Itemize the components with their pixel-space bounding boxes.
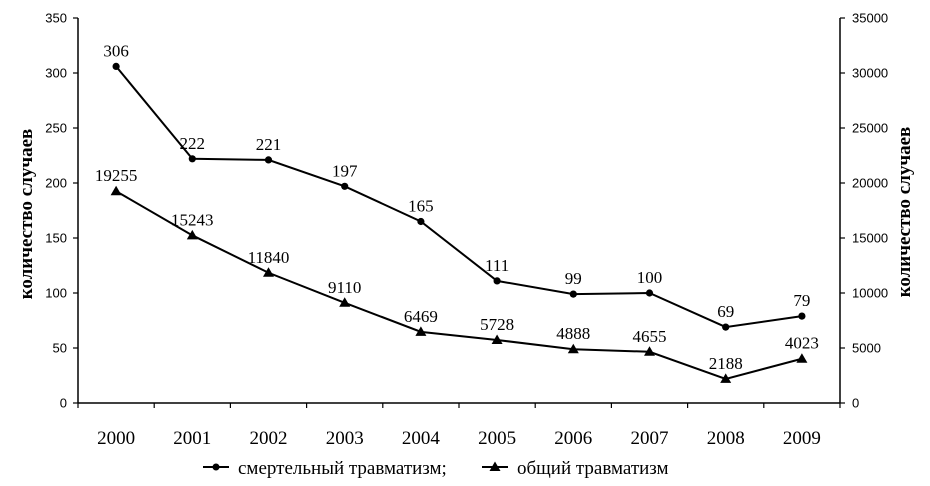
data-label: 197 xyxy=(332,161,358,180)
right-axis-ticks: 0 5000 10000 15000 20000 25000 30000 35000 xyxy=(840,11,888,411)
series-total: 19255 15243 11840 9110 6469 5728 4888 4655 2188 4… xyxy=(95,166,819,383)
left-tick-label: 350 xyxy=(45,11,67,26)
data-label: 69 xyxy=(717,302,734,321)
data-point xyxy=(186,229,198,240)
data-label: 99 xyxy=(565,269,582,288)
right-tick-label: 15000 xyxy=(852,231,888,246)
legend: смертельный травматизм; общий травматизм xyxy=(203,458,669,479)
x-tick-label: 2000 xyxy=(97,428,135,449)
data-point xyxy=(415,326,427,336)
data-point xyxy=(341,182,349,190)
x-tick-label: 2008 xyxy=(707,428,745,449)
data-point xyxy=(264,156,273,164)
right-tick-label: 30000 xyxy=(852,66,888,81)
left-tick-label: 50 xyxy=(53,341,67,356)
data-label: 306 xyxy=(103,41,129,60)
data-label: 221 xyxy=(256,135,282,154)
right-tick-label: 35000 xyxy=(852,11,888,26)
data-label: 165 xyxy=(408,197,434,216)
series-line xyxy=(115,190,803,380)
legend-marker-fatal xyxy=(212,463,220,471)
x-tick-label: 2003 xyxy=(326,428,364,449)
data-label: 15243 xyxy=(171,210,214,229)
data-label: 11840 xyxy=(248,248,290,267)
data-point xyxy=(644,346,655,356)
x-tick-label: 2005 xyxy=(478,428,516,449)
x-tick-label: 2001 xyxy=(173,428,211,449)
left-tick-label: 200 xyxy=(45,176,67,191)
right-tick-label: 5000 xyxy=(852,341,881,356)
left-tick-label: 300 xyxy=(45,66,67,81)
right-axis-label: количество случаев xyxy=(894,127,915,298)
data-point xyxy=(339,297,351,307)
x-tick-label: 2006 xyxy=(554,428,592,449)
left-tick-label: 0 xyxy=(60,396,67,411)
x-tick-label: 2002 xyxy=(250,428,288,449)
data-label: 111 xyxy=(485,256,509,275)
x-tick-label: 2004 xyxy=(402,428,441,449)
data-point xyxy=(188,155,196,163)
data-label: 100 xyxy=(637,268,663,287)
data-point xyxy=(722,323,730,331)
data-label: 4023 xyxy=(785,334,819,353)
data-point xyxy=(110,185,122,196)
data-label: 9110 xyxy=(328,278,361,297)
right-tick-label: 25000 xyxy=(852,121,888,136)
right-tick-label: 0 xyxy=(852,396,859,411)
data-label: 222 xyxy=(180,134,206,153)
data-point xyxy=(796,353,808,363)
data-point xyxy=(493,277,501,285)
x-tick-label: 2007 xyxy=(631,428,669,449)
data-label: 79 xyxy=(793,291,810,310)
data-point xyxy=(491,334,503,344)
data-label: 4655 xyxy=(633,327,667,346)
left-tick-label: 250 xyxy=(45,121,67,136)
legend-label-fatal: смертельный травматизм; xyxy=(238,458,447,479)
left-tick-label: 150 xyxy=(45,231,67,246)
data-label: 2188 xyxy=(709,354,743,373)
legend-label-total: общий травматизм xyxy=(517,458,669,479)
data-point xyxy=(645,289,654,297)
right-tick-label: 20000 xyxy=(852,176,888,191)
left-tick-label: 100 xyxy=(45,286,67,301)
data-point xyxy=(417,217,425,226)
x-axis-ticks: 2000 2001 2002 2003 2004 2005 2006 2007 2008 2009 xyxy=(77,403,841,449)
left-axis-ticks: 0 50 100 150 200 250 300 350 xyxy=(45,11,78,411)
data-point xyxy=(569,290,577,298)
data-label: 6469 xyxy=(404,307,438,326)
data-label: 19255 xyxy=(95,166,138,185)
data-label: 4888 xyxy=(556,324,590,343)
right-tick-label: 10000 xyxy=(852,286,888,301)
data-point xyxy=(567,343,579,354)
data-point xyxy=(720,373,732,383)
data-point xyxy=(798,312,806,320)
legend-marker-total xyxy=(489,461,501,471)
series-layer: 306 222 221 197 165 111 99 100 69 79 19255 15243 118… xyxy=(95,41,819,383)
x-tick-label: 2009 xyxy=(783,428,821,449)
data-label: 5728 xyxy=(480,315,514,334)
left-axis-label: количество случаев xyxy=(16,129,37,300)
data-point xyxy=(112,62,120,70)
series-fatal: 306 222 221 197 165 111 99 100 69 79 xyxy=(103,41,810,331)
data-point xyxy=(263,267,274,277)
series-line xyxy=(115,65,803,329)
